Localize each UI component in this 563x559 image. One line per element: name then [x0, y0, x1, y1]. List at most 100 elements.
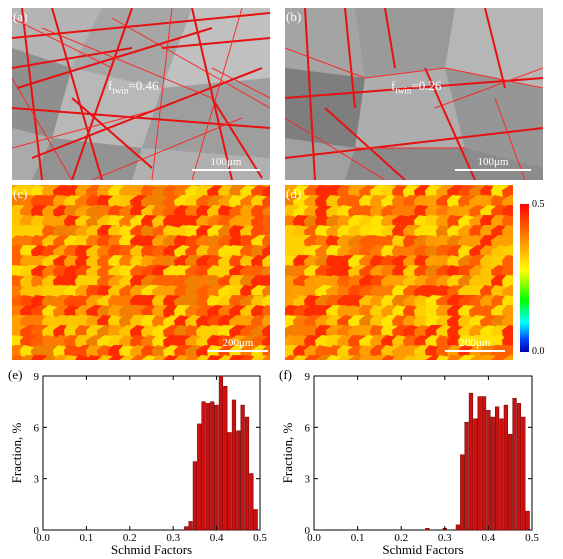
scale-bar-a-text: 100μm — [210, 156, 242, 168]
y-tick-label: 9 — [305, 371, 311, 383]
scale-bar-a-line — [192, 169, 260, 171]
histogram-e: 0.0 0.1 0.2 0.3 0.4 0.5 0 3 6 9 Schmid Factors Frac… — [8, 367, 267, 557]
x-tick-label: 0.0 — [36, 532, 50, 544]
histogram-bar — [525, 510, 530, 531]
scale-bar-d-line — [445, 350, 505, 352]
panel-c-label: (c) — [13, 186, 28, 201]
y-tick-label: 9 — [34, 371, 40, 383]
schmid-factor-histograms: 0.0 0.1 0.2 0.3 0.4 0.5 0 3 6 9 Schmid Factors Frac… — [8, 367, 539, 557]
panel-b-label: (b) — [286, 9, 302, 24]
histogram-bar — [521, 416, 526, 531]
x-tick-label: 0.3 — [438, 532, 452, 544]
colorbar-max-label: 0.5 — [532, 199, 545, 210]
twin-fraction-b-value: 0.26 — [418, 78, 442, 93]
histogram-bar — [227, 432, 232, 531]
schmid-map-panel-c: (c) 200μm — [12, 185, 270, 360]
histogram-bar — [486, 409, 491, 531]
micrograph-panel-b: (b) ftwin=0.26 100μm — [285, 8, 543, 180]
x-tick-label: 0.1 — [351, 532, 365, 544]
histogram-bar — [236, 430, 241, 531]
x-tick-label: 0.3 — [166, 532, 180, 544]
histogram-bar — [425, 528, 430, 531]
histogram-bar — [455, 524, 460, 531]
histogram-bar — [495, 406, 500, 531]
histogram-panel-label: (e) — [8, 367, 22, 382]
histogram-bar — [477, 396, 482, 531]
x-axis-label: Schmid Factors — [111, 542, 192, 557]
x-tick-label: 0.5 — [525, 532, 539, 544]
panel-a-label: (a) — [13, 9, 28, 24]
histogram-bar — [464, 421, 469, 531]
x-tick-label: 0.5 — [253, 532, 267, 544]
grain — [262, 235, 270, 249]
histogram-bar — [240, 404, 245, 531]
x-tick-label: 0.1 — [80, 532, 94, 544]
y-tick-label: 0 — [305, 525, 311, 537]
histogram-bar — [231, 399, 237, 531]
histogram-panel-label: (f) — [279, 367, 292, 382]
micrograph-a-image — [12, 8, 270, 180]
micrograph-b-image — [285, 8, 543, 180]
histogram-bar — [516, 403, 522, 531]
y-tick-label: 0 — [34, 525, 40, 537]
twin-fraction-a-sub: twin — [112, 85, 129, 96]
schmid-map-c-image — [12, 185, 270, 360]
histogram-bar — [210, 401, 215, 531]
x-tick-label: 0.2 — [394, 532, 408, 544]
y-axis-label: Fraction, % — [9, 423, 24, 484]
scale-bar-c: 200μm — [208, 337, 268, 352]
y-tick-label: 3 — [34, 474, 40, 486]
histogram-bar — [490, 416, 495, 531]
y-tick-label: 6 — [34, 422, 40, 434]
scale-bar-c-line — [208, 350, 268, 352]
histogram-bar — [253, 509, 258, 531]
histogram-bar — [244, 416, 250, 531]
scale-bar-b-line — [455, 169, 531, 171]
schmid-colorbar — [520, 204, 529, 352]
grain — [262, 325, 270, 340]
scale-bar-d-text: 200μm — [459, 337, 491, 349]
y-axis-label: Fraction, % — [280, 423, 295, 484]
histogram-bar — [197, 423, 202, 531]
histogram-bar — [481, 396, 487, 531]
histogram-f: 0.0 0.1 0.2 0.3 0.4 0.5 0 3 6 9 Schmid Factors Frac… — [279, 367, 539, 557]
grain — [502, 355, 513, 360]
x-tick-label: 0.4 — [210, 532, 224, 544]
schmid-map-d-image — [285, 185, 513, 360]
y-tick-label: 6 — [305, 422, 311, 434]
x-tick-label: 0.4 — [482, 532, 496, 544]
histogram-bar — [473, 418, 478, 531]
histogram-bar — [499, 418, 504, 531]
histogram-bar — [508, 433, 513, 531]
histogram-bar — [188, 521, 193, 531]
histogram-bar — [249, 473, 254, 531]
histogram-bar — [192, 461, 197, 531]
histogram-bar — [512, 397, 517, 531]
plot-frame — [42, 375, 261, 531]
scale-bar-b-text: 100μm — [477, 156, 509, 168]
y-tick-label: 3 — [305, 474, 311, 486]
histogram-bar — [460, 454, 465, 531]
grain — [262, 355, 270, 360]
twin-fraction-b: ftwin=0.26 — [391, 78, 442, 96]
histogram-bar — [503, 404, 508, 531]
grain — [262, 255, 270, 270]
histogram-bar — [468, 392, 474, 531]
histogram-bar — [184, 526, 189, 531]
micrograph-panel-a: (a) ftwin=0.46 100μm — [12, 8, 270, 180]
schmid-map-panel-d: (d) 200μm — [285, 185, 513, 360]
histogram-bar — [205, 403, 211, 531]
x-axis-label: Schmid Factors — [382, 542, 463, 557]
x-tick-label: 0.0 — [307, 532, 321, 544]
x-tick-label: 0.2 — [123, 532, 137, 544]
twin-fraction-b-symbol: f — [391, 78, 396, 93]
histogram-bar — [223, 386, 228, 531]
histogram-bar — [214, 404, 219, 531]
twin-fraction-b-sub: twin — [395, 85, 412, 96]
scale-bar-b: 100μm — [455, 156, 531, 171]
twin-fraction-a: ftwin=0.46 — [108, 78, 159, 96]
histogram-bar — [201, 401, 206, 531]
scale-bar-c-text: 200μm — [222, 337, 254, 349]
plot-frame — [313, 375, 533, 531]
histogram-bar — [218, 375, 224, 531]
